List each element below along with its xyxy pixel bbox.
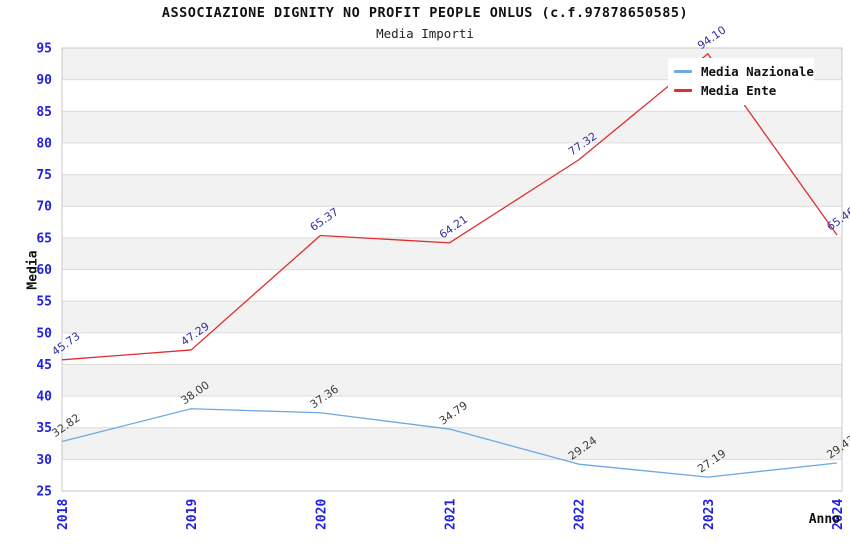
y-tick-label: 45 — [36, 358, 52, 373]
y-tick-label: 65 — [36, 231, 52, 246]
y-tick-label: 70 — [36, 200, 52, 215]
y-tick-label: 90 — [36, 73, 52, 88]
plot-band — [62, 301, 842, 333]
plot-band — [62, 237, 842, 270]
plot-band — [62, 364, 842, 397]
y-tick-label: 95 — [36, 42, 52, 57]
x-tick-label: 2018 — [56, 499, 71, 530]
y-tick-label: 75 — [36, 168, 52, 183]
chart-subtitle: Media Importi — [376, 26, 474, 41]
x-tick-label: 2019 — [185, 499, 200, 530]
plot-border — [61, 47, 843, 492]
y-tick-label: 25 — [36, 485, 52, 500]
x-axis-label: Anno — [808, 512, 840, 527]
x-tick-label: 2022 — [573, 499, 588, 530]
x-tick-label: 2021 — [444, 499, 459, 530]
y-tick-label: 55 — [36, 295, 52, 310]
plot-band — [62, 111, 842, 143]
plot-band — [62, 174, 842, 207]
y-tick-label: 60 — [36, 263, 52, 278]
plot-band — [62, 459, 842, 491]
legend-label-media-ente: Media Ente — [701, 83, 777, 98]
chart-legend: Media Nazionale Media Ente — [668, 58, 814, 105]
plot-band — [62, 206, 842, 238]
y-tick-label: 80 — [36, 136, 52, 151]
legend-label-media-nazionale: Media Nazionale — [701, 64, 814, 79]
x-tick-label: 2024 — [831, 499, 846, 530]
y-tick-label: 85 — [36, 105, 52, 120]
chart-title: ASSOCIAZIONE DIGNITY NO PROFIT PEOPLE ON… — [161, 5, 689, 21]
media-ente-line-swatch-icon — [674, 89, 692, 92]
x-tick-label: 2020 — [314, 499, 329, 530]
y-tick-label: 30 — [36, 453, 52, 468]
y-axis-label: Media — [25, 250, 41, 290]
media-nazionale-line-swatch-icon — [674, 70, 692, 73]
legend-item-media-ente: Media Ente — [674, 81, 808, 100]
plot-band — [62, 427, 842, 460]
legend-item-media-nazionale: Media Nazionale — [674, 62, 814, 81]
plot-band — [62, 269, 842, 302]
series-line-media-ente — [61, 53, 838, 361]
y-tick-label: 40 — [36, 390, 52, 405]
plot-band — [62, 142, 842, 175]
plot-band — [62, 396, 842, 428]
series-line-media-nazionale — [61, 408, 838, 478]
y-tick-label: 35 — [36, 421, 52, 436]
y-tick-label: 50 — [36, 326, 52, 341]
x-tick-label: 2023 — [702, 499, 717, 530]
